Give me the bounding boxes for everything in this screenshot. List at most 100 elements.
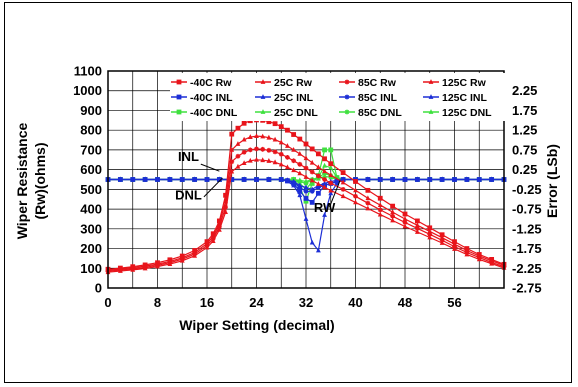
x-tick-label: 56 [447, 295, 461, 310]
data-point [142, 265, 148, 271]
legend-marker [260, 94, 266, 99]
x-tick-label: 48 [398, 295, 412, 310]
data-point [297, 161, 303, 167]
legend-label: 25C Rw [274, 77, 313, 89]
y-right-tick-label: 0.25 [512, 162, 537, 177]
legend-entry: 125C Rw [423, 77, 487, 89]
data-point [309, 177, 315, 183]
data-point [322, 156, 327, 162]
legend-entry: 25C INL [255, 92, 314, 104]
data-point [427, 225, 433, 231]
data-point [402, 220, 408, 225]
annotation-rw-leader [329, 180, 341, 208]
legend-entry: -40C Rw [171, 77, 232, 89]
data-point [285, 155, 290, 160]
data-point [353, 193, 358, 199]
legend-entry: 25C DNL [255, 107, 318, 119]
data-point [328, 147, 334, 153]
x-axis-title: Wiper Setting (decimal) [179, 317, 334, 333]
data-point [489, 260, 495, 266]
data-point [117, 268, 123, 273]
y-right-tick-label: -1.75 [512, 241, 542, 256]
data-point [365, 187, 371, 193]
data-point [340, 176, 346, 182]
data-point [167, 176, 173, 182]
data-point [303, 174, 309, 179]
data-point [303, 165, 309, 171]
data-point [291, 178, 297, 184]
data-point [315, 164, 321, 170]
data-point [464, 176, 470, 182]
data-point [297, 192, 303, 198]
data-point [210, 238, 216, 243]
legend-entry: -40C INL [171, 92, 233, 104]
data-point [192, 176, 198, 182]
data-point [241, 136, 247, 142]
data-point [235, 125, 241, 131]
data-point [414, 218, 420, 224]
data-point [377, 211, 383, 217]
data-point [340, 179, 346, 185]
data-point [266, 119, 272, 125]
data-point [272, 159, 278, 165]
data-point [254, 146, 259, 152]
data-point [439, 176, 445, 182]
data-point [315, 151, 321, 157]
data-point [297, 188, 303, 194]
legend-label: 125C Rw [442, 77, 487, 89]
legend-label: 85C DNL [358, 107, 402, 119]
data-point [402, 216, 408, 221]
y-right-tick-label: 1.25 [512, 123, 537, 138]
data-point [315, 247, 321, 253]
data-point [340, 186, 346, 192]
data-point [247, 157, 253, 163]
data-point [328, 172, 334, 178]
data-point [241, 120, 247, 126]
y-left-tick-label: 800 [80, 123, 102, 138]
data-point [241, 176, 247, 182]
x-tick-label: 40 [348, 295, 362, 310]
data-point [365, 205, 371, 211]
data-point [303, 155, 309, 161]
data-point [353, 179, 358, 184]
legend-marker [428, 94, 434, 99]
series-layer [105, 117, 507, 275]
legend-marker [176, 94, 182, 100]
data-point [390, 176, 396, 182]
data-point [322, 180, 327, 186]
legend-label: 85C INL [358, 92, 398, 104]
data-point [414, 222, 420, 228]
data-point [266, 176, 272, 182]
legend-label: 125C DNL [442, 107, 492, 119]
data-point [260, 133, 266, 139]
data-point [241, 149, 247, 155]
data-point [476, 176, 482, 182]
data-point [223, 209, 228, 214]
data-point [315, 190, 321, 196]
data-point [223, 192, 228, 198]
data-point [489, 176, 495, 182]
data-point [328, 180, 334, 186]
legend-marker [344, 109, 350, 115]
data-point [303, 188, 309, 194]
data-point [476, 256, 482, 262]
data-point [278, 151, 284, 157]
legend-label: 85C Rw [358, 77, 397, 89]
data-point [297, 182, 303, 188]
legend-entry: 85C Rw [339, 77, 397, 89]
data-point [303, 216, 309, 221]
data-point [216, 224, 222, 230]
data-point [328, 190, 334, 196]
data-point [297, 150, 303, 156]
series-line [108, 178, 504, 191]
data-point [353, 199, 358, 205]
data-point [402, 223, 408, 229]
legend-label: -40C Rw [190, 77, 232, 89]
y-left-tick-label: 1000 [73, 83, 102, 98]
data-point [427, 231, 433, 237]
data-point [229, 131, 235, 137]
y-left-tick-label: 1100 [74, 64, 102, 79]
data-point [464, 251, 470, 257]
data-point [439, 232, 445, 238]
data-point [204, 176, 210, 182]
